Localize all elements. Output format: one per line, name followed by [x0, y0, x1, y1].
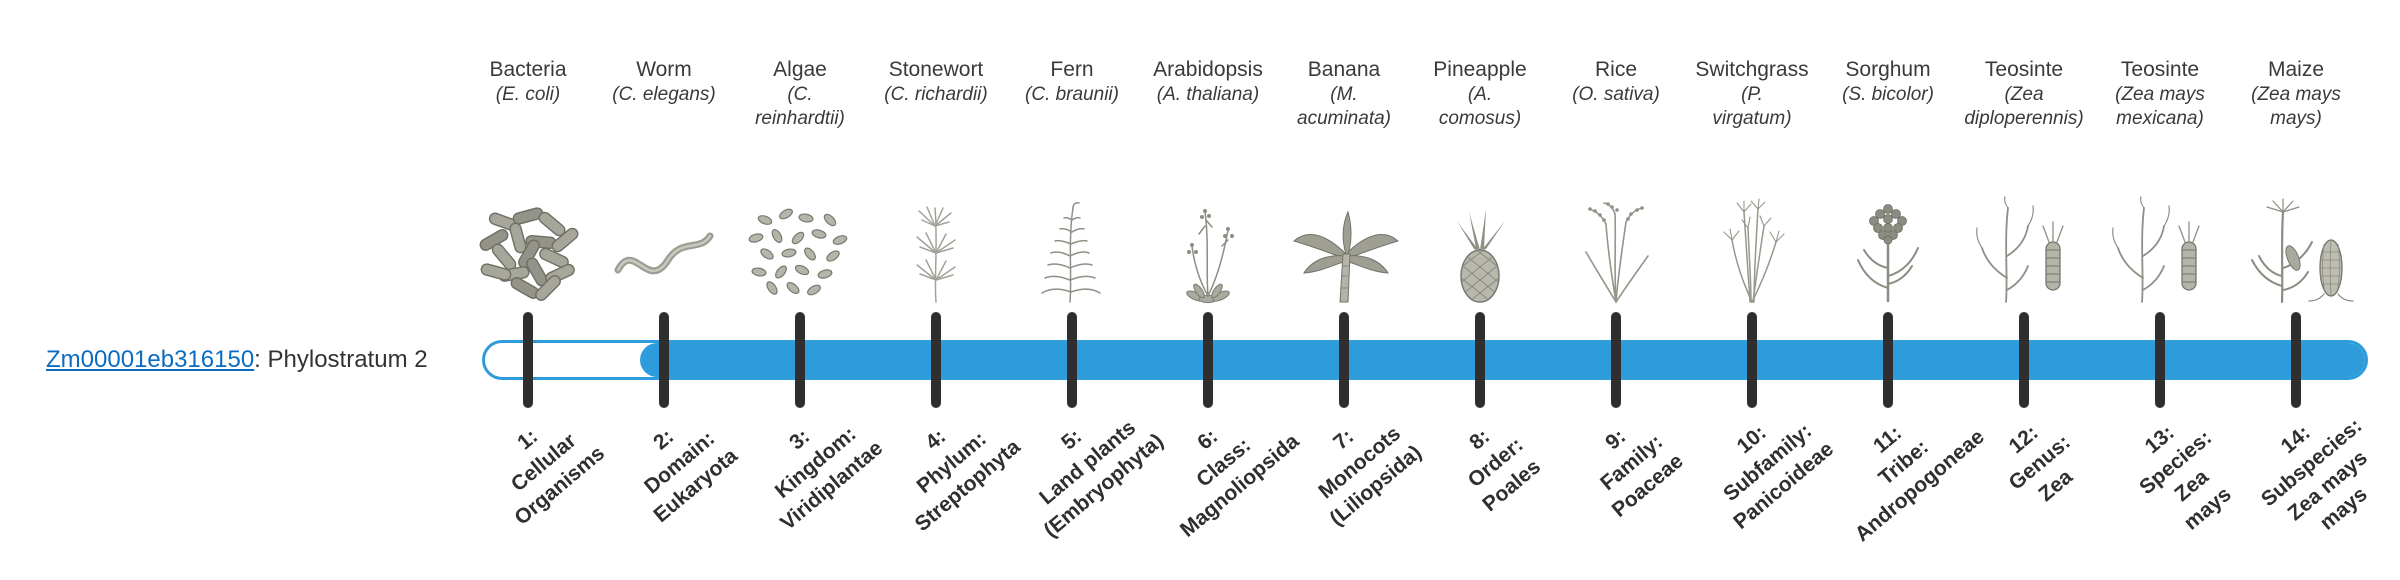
sorghum-icon: [1828, 196, 1948, 308]
organism-column: Sorghum (S. bicolor): [1813, 56, 1963, 308]
organism-scientific-name: (A.: [1467, 84, 1493, 105]
stratum-tick: [1203, 312, 1213, 408]
algae-icon: [740, 196, 860, 308]
organism-name: Sorghum: [1845, 58, 1931, 81]
teosinte-icon: [1964, 196, 2084, 308]
organism-name: Teosinte: [1984, 58, 2064, 81]
organism-scientific-name: (Zea mays: [2115, 84, 2205, 105]
organism-name: Worm: [636, 58, 692, 81]
banana-icon: [1284, 196, 1404, 308]
maize-icon: [2236, 196, 2356, 308]
organism-name: Switchgrass: [1695, 58, 1809, 81]
organism-scientific-name: comosus): [1438, 108, 1522, 129]
organism-name: Fern: [1050, 58, 1094, 81]
organism-name: Stonewort: [888, 58, 984, 81]
phylostratum-bar-fill: [640, 343, 2365, 377]
stratum-tick: [2155, 312, 2165, 408]
organism-name: Bacteria: [489, 58, 567, 81]
organism-column: Arabidopsis (A. thaliana): [1133, 56, 1283, 308]
stratum-label: 14: Subspecies: Zea mays mays: [2176, 414, 2400, 580]
organism-scientific-name: (O. sativa): [1572, 84, 1660, 105]
organism-column: Maize (Zea mays mays): [2221, 56, 2371, 308]
organism-scientific-name: (C. braunii): [1025, 84, 1119, 105]
bacteria-icon: [468, 196, 588, 308]
organism-scientific-name: (M.: [1330, 84, 1358, 105]
organism-name: Teosinte: [2120, 58, 2200, 81]
stratum-tick: [523, 312, 533, 408]
switchgrass-icon: [1692, 196, 1812, 308]
organism-name: Maize: [2267, 58, 2325, 81]
stratum-tick: [1475, 312, 1485, 408]
organism-name: Banana: [1307, 58, 1381, 81]
organism-column: Switchgrass (P. virgatum): [1677, 56, 1827, 308]
organism-scientific-name: (P.: [1741, 84, 1763, 105]
organism-scientific-name: virgatum): [1712, 108, 1792, 129]
organism-scientific-name: (E. coli): [495, 84, 561, 105]
organism-column: Worm (C. elegans): [589, 56, 739, 308]
organism-name: Pineapple: [1433, 58, 1527, 81]
organism-name: Arabidopsis: [1153, 58, 1263, 81]
organism-name: Rice: [1594, 58, 1637, 81]
stratum-tick: [1883, 312, 1893, 408]
stratum-tick: [1067, 312, 1077, 408]
organism-scientific-name: mexicana): [2116, 108, 2204, 129]
stratum-tick: [1339, 312, 1349, 408]
stratum-tick: [659, 312, 669, 408]
gene-label-suffix: : Phylostratum 2: [254, 346, 428, 373]
organism-scientific-name: (S. bicolor): [1842, 84, 1934, 105]
stratum-tick: [1747, 312, 1757, 408]
pineapple-icon: [1420, 196, 1540, 308]
organism-scientific-name: (A. thaliana): [1156, 84, 1260, 105]
gene-label: Zm00001eb316150: Phylostratum 2: [46, 346, 428, 374]
organism-column: Rice (O. sativa): [1541, 56, 1691, 308]
rice-icon: [1556, 196, 1676, 308]
organism-scientific-name: reinhardtii): [755, 108, 845, 129]
organism-column: Pineapple (A. comosus): [1405, 56, 1555, 308]
organism-scientific-name: (C. elegans): [612, 84, 716, 105]
organism-column: Bacteria (E. coli): [453, 56, 603, 308]
stratum-tick: [795, 312, 805, 408]
organism-column: Fern (C. braunii): [997, 56, 1147, 308]
organism-column: Stonewort (C. richardii): [861, 56, 1011, 308]
organism-column: Teosinte (Zea diploperennis): [1949, 56, 2099, 308]
organism-scientific-name: acuminata): [1297, 108, 1391, 129]
stratum-tick: [1611, 312, 1621, 408]
teosinte-icon: [2100, 196, 2220, 308]
arabidopsis-icon: [1148, 196, 1268, 308]
stratum-tick: [2291, 312, 2301, 408]
stonewort-icon: [876, 196, 996, 308]
organism-column: Teosinte (Zea mays mexicana): [2085, 56, 2235, 308]
organism-scientific-name: (Zea: [2004, 84, 2044, 105]
worm-icon: [604, 196, 724, 308]
organism-name: Algae: [773, 58, 827, 81]
organism-scientific-name: (C. richardii): [884, 84, 988, 105]
organism-scientific-name: (C.: [787, 84, 813, 105]
gene-id-link[interactable]: Zm00001eb316150: [46, 346, 255, 373]
organism-column: Banana (M. acuminata): [1269, 56, 1419, 308]
stratum-tick: [931, 312, 941, 408]
stratum-tick: [2019, 312, 2029, 408]
organism-scientific-name: (Zea mays: [2251, 84, 2341, 105]
organism-column: Algae (C. reinhardtii): [725, 56, 875, 308]
fern-icon: [1012, 196, 1132, 308]
organism-scientific-name: mays): [2270, 108, 2322, 129]
organism-scientific-name: diploperennis): [1964, 108, 2084, 129]
